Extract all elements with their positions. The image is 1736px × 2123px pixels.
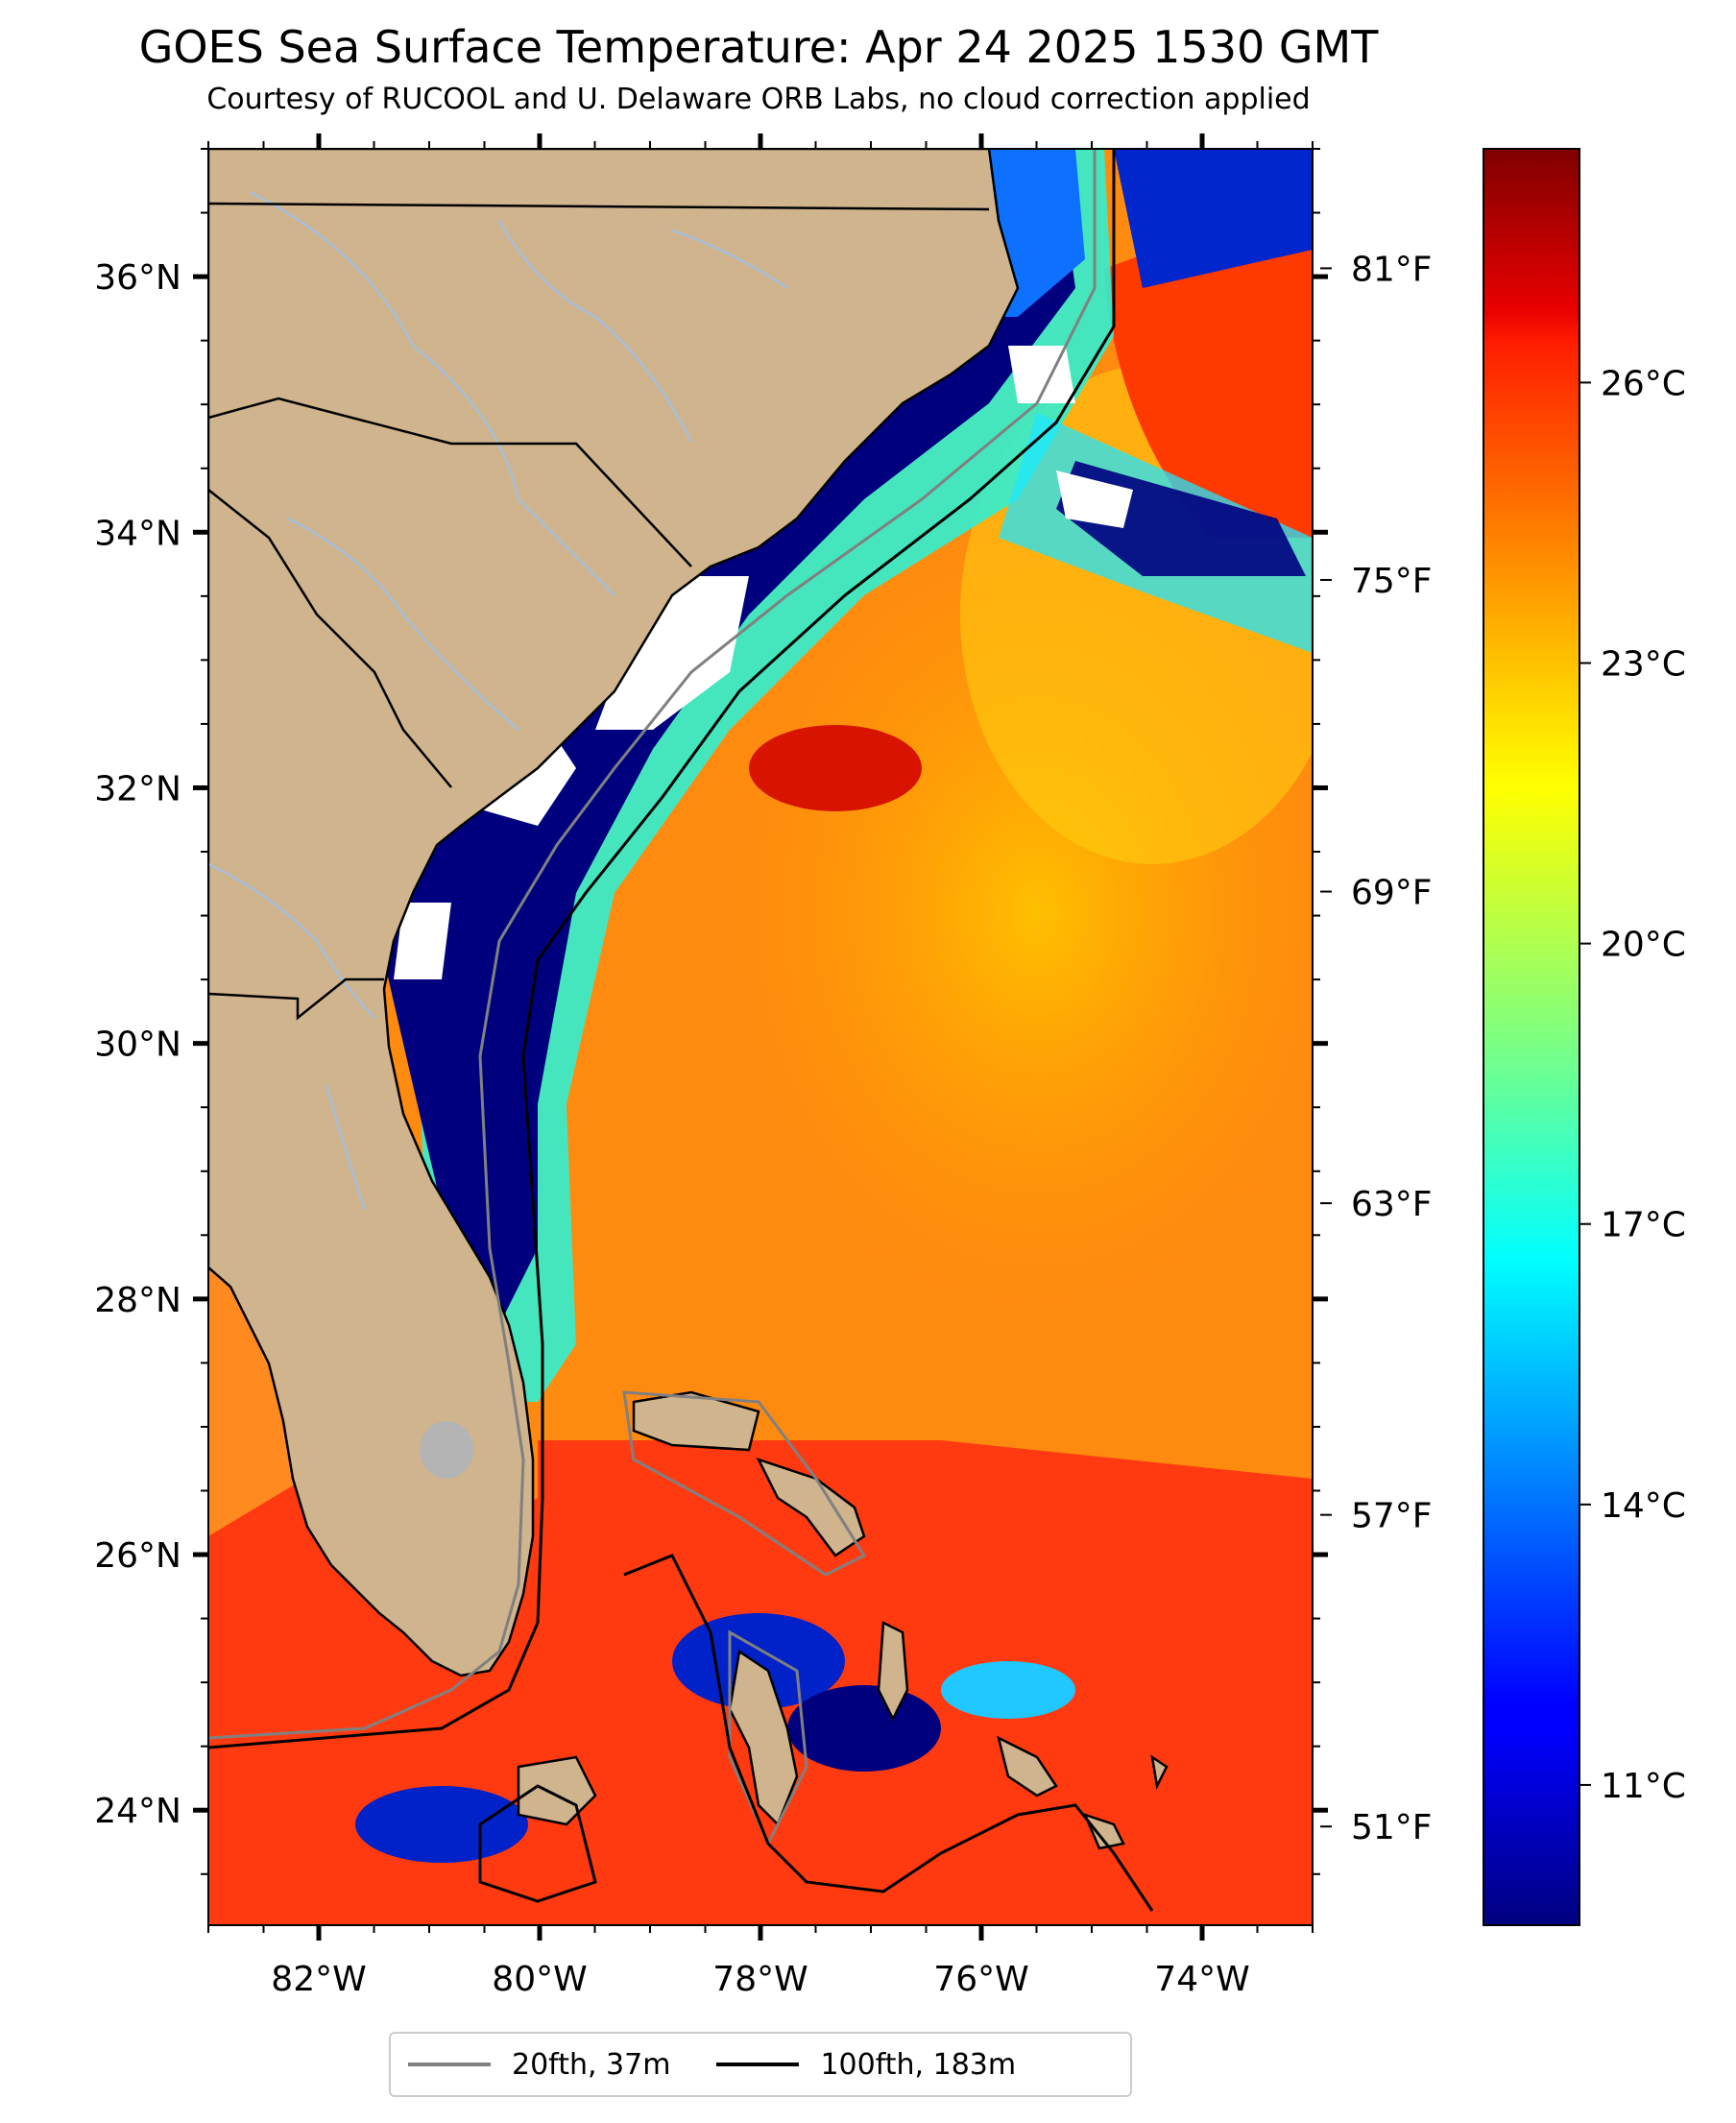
lake-okeechobee (420, 1421, 473, 1479)
lat-tick-label: 30°N (94, 1025, 181, 1065)
lat-tick-label: 36°N (94, 258, 181, 298)
land-us-southeast (208, 149, 1020, 1677)
rivers (208, 190, 788, 1211)
isobath-legend: 20fth, 37m 100fth, 183m (389, 2032, 1132, 2097)
fahrenheit-tick-label: 63°F (1351, 1185, 1433, 1224)
lat-tick-label: 32°N (94, 769, 181, 808)
celsius-tick-label: 26°C (1601, 364, 1686, 403)
lat-tick-label: 26°N (94, 1536, 181, 1576)
lon-tick-label: 76°W (933, 1960, 1028, 1999)
fahrenheit-tick-label: 75°F (1351, 562, 1433, 601)
lon-tick-label: 82°W (271, 1960, 366, 1999)
fahrenheit-tick-label: 51°F (1351, 1808, 1433, 1847)
fahrenheit-tick-label: 69°F (1351, 874, 1433, 913)
legend-item-20fth: 20fth, 37m (408, 2048, 670, 2082)
legend-label-20fth: 20fth, 37m (512, 2047, 671, 2082)
legend-label-100fth: 100fth, 183m (820, 2047, 1017, 2082)
legend-swatch-100fth (716, 2063, 800, 2066)
map-title: GOES Sea Surface Temperature: Apr 24 202… (138, 21, 1379, 73)
celsius-tick-label: 11°C (1601, 1767, 1686, 1806)
celsius-tick-label: 14°C (1601, 1486, 1686, 1526)
celsius-tick-label: 17°C (1601, 1206, 1686, 1245)
bahamas-islands (517, 1390, 1169, 1850)
sst-map (208, 149, 1313, 1925)
legend-swatch-20fth (408, 2063, 491, 2066)
map-axis-ticks: 82°W 80°W 78°W 76°W 74°W 24°N 26°N 28°N 30°N 32°N… (94, 133, 1328, 1999)
map-subtitle: Courtesy of RUCOOL and U. Delaware ORB L… (206, 83, 1311, 116)
celsius-tick-label: 23°C (1601, 645, 1686, 685)
colorbar (1483, 148, 1580, 1926)
isobath-20fth (208, 149, 1097, 1847)
lat-tick-label: 24°N (94, 1792, 181, 1831)
lon-tick-label: 80°W (492, 1960, 587, 1999)
lat-tick-label: 34°N (94, 514, 181, 553)
celsius-tick-label: 20°C (1601, 926, 1686, 965)
cloud-mask (595, 576, 749, 730)
legend-item-100fth: 100fth, 183m (716, 2048, 1016, 2082)
lon-tick-label: 78°W (712, 1960, 808, 1999)
colorbar-ticks: 11°C 14°C 17°C 20°C 23°C 26°C 51°F 57°F 63°F 69°F… (1320, 250, 1686, 1847)
isobath-100fth (208, 149, 1154, 1912)
lat-tick-label: 28°N (94, 1281, 181, 1320)
lon-tick-label: 74°W (1154, 1960, 1249, 1999)
fahrenheit-tick-label: 81°F (1351, 250, 1433, 289)
fahrenheit-tick-label: 57°F (1351, 1497, 1433, 1536)
state-borders (208, 202, 990, 1021)
